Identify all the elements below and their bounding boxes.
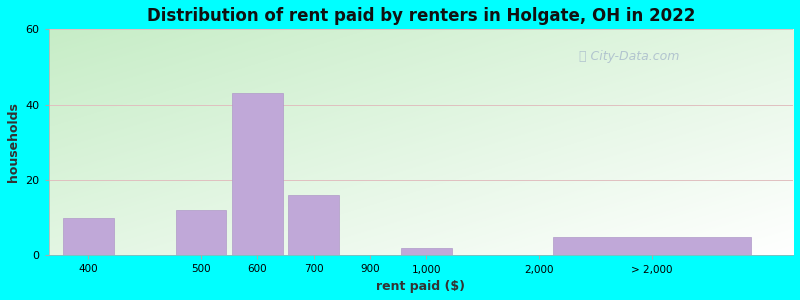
Bar <box>401 248 452 256</box>
X-axis label: rent paid ($): rent paid ($) <box>376 280 466 293</box>
Bar <box>175 210 226 256</box>
Y-axis label: households: households <box>7 102 20 182</box>
Bar <box>62 218 114 256</box>
Text: ⓘ City-Data.com: ⓘ City-Data.com <box>579 50 679 63</box>
Title: Distribution of rent paid by renters in Holgate, OH in 2022: Distribution of rent paid by renters in … <box>146 7 695 25</box>
Bar <box>288 195 339 256</box>
Bar <box>232 93 282 256</box>
Bar <box>554 237 750 256</box>
